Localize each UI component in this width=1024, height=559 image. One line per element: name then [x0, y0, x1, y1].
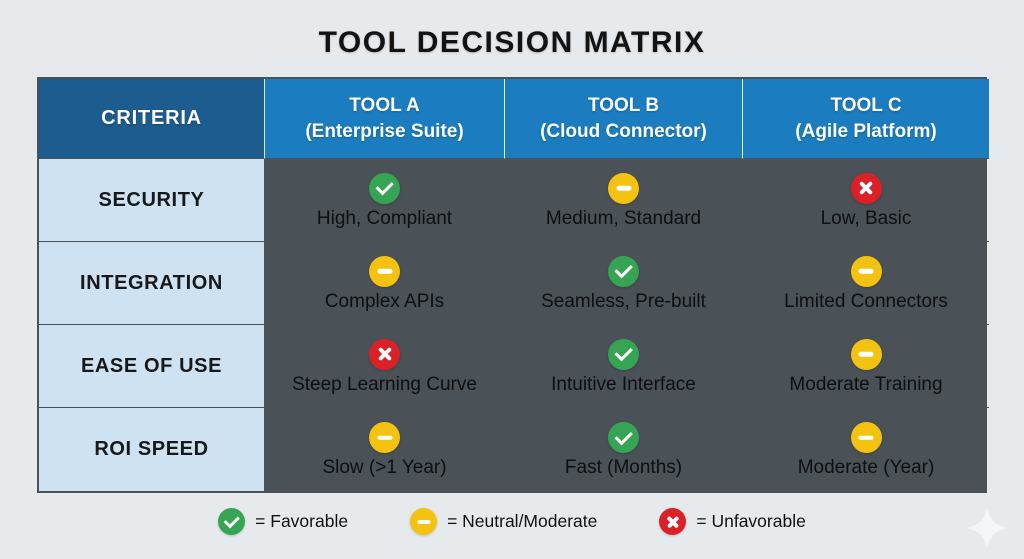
- check-circle-icon: [218, 508, 246, 535]
- criteria-label: INTEGRATION: [80, 271, 223, 294]
- legend: = Favorable = Neutral/Moderate = Unfavor…: [0, 508, 1024, 535]
- row-ease-of-use-criteria: EASE OF USE: [39, 325, 265, 408]
- minus-circle-icon: [369, 255, 400, 287]
- x-circle-icon: [369, 338, 400, 370]
- cell-security-tool-c: Low, Basic: [743, 159, 989, 242]
- check-circle-icon: [369, 172, 400, 204]
- legend-label: = Unfavorable: [696, 511, 806, 531]
- criteria-label: ROI SPEED: [94, 438, 209, 460]
- cell-ease-of-use-tool-c: Moderate Training: [743, 325, 989, 408]
- criteria-label: EASE OF USE: [80, 354, 223, 377]
- cell-integration-tool-c: Limited Connectors: [743, 242, 989, 325]
- row-integration-criteria: INTEGRATION: [39, 242, 265, 325]
- header-criteria: CRITERIA: [39, 79, 265, 159]
- header-tool-c: TOOL C (Agile Platform): [743, 79, 989, 159]
- cell-roi-speed-tool-b: Fast (Months): [505, 408, 743, 491]
- minus-circle-icon: [410, 508, 438, 535]
- row-security-criteria: SECURITY: [39, 159, 265, 242]
- check-circle-icon: [608, 422, 639, 453]
- cell-ease-of-use-tool-a: Steep Learning Curve: [265, 325, 505, 408]
- cell-label: Complex APIs: [324, 290, 445, 312]
- minus-circle-icon: [850, 255, 882, 287]
- criteria-label: SECURITY: [98, 188, 205, 211]
- x-circle-icon: [659, 508, 687, 535]
- cell-ease-of-use-tool-b: Intuitive Interface: [505, 325, 743, 408]
- cell-label: Seamless, Pre-built: [541, 290, 706, 312]
- cell-label: Medium, Standard: [545, 207, 702, 229]
- x-circle-icon: [850, 172, 882, 204]
- row-roi-speed-criteria: ROI SPEED: [39, 408, 265, 491]
- header-tool-a: TOOL A (Enterprise Suite): [265, 79, 505, 159]
- cell-label: Limited Connectors: [784, 290, 948, 312]
- page-title: TOOL DECISION MATRIX: [318, 26, 706, 59]
- cell-label: Low, Basic: [820, 207, 912, 229]
- check-circle-icon: [608, 255, 639, 287]
- check-circle-icon: [608, 338, 639, 370]
- header-tool-a-subtitle: (Enterprise Suite): [305, 120, 464, 142]
- cell-security-tool-a: High, Compliant: [265, 159, 505, 242]
- header-tool-a-name: TOOL A: [349, 94, 420, 116]
- header-tool-b-subtitle: (Cloud Connector): [540, 120, 707, 142]
- cell-integration-tool-b: Seamless, Pre-built: [505, 242, 743, 325]
- legend-label: = Neutral/Moderate: [447, 511, 598, 531]
- cell-roi-speed-tool-c: Moderate (Year): [743, 408, 989, 491]
- header-tool-b: TOOL B (Cloud Connector): [505, 79, 743, 159]
- cell-label: Intuitive Interface: [551, 373, 696, 395]
- cell-security-tool-b: Medium, Standard: [505, 159, 743, 242]
- legend-item-neutral: = Neutral/Moderate: [410, 508, 597, 535]
- sparkle-icon: [966, 507, 1008, 549]
- cell-integration-tool-a: Complex APIs: [265, 242, 505, 325]
- minus-circle-icon: [369, 422, 400, 453]
- header-tool-c-subtitle: (Agile Platform): [795, 120, 937, 142]
- cell-label: Moderate (Year): [797, 457, 935, 478]
- cell-label: Moderate Training: [789, 373, 943, 395]
- legend-label: = Favorable: [255, 511, 349, 531]
- legend-item-unfavorable: = Unfavorable: [659, 508, 806, 535]
- legend-item-favorable: = Favorable: [218, 508, 348, 535]
- minus-circle-icon: [850, 422, 882, 453]
- header-criteria-label: CRITERIA: [101, 107, 202, 129]
- cell-label: Slow (>1 Year): [322, 457, 447, 478]
- header-tool-c-name: TOOL C: [830, 94, 902, 116]
- decision-matrix-table: CRITERIA TOOL A (Enterprise Suite) TOOL …: [37, 77, 989, 493]
- minus-circle-icon: [608, 172, 639, 204]
- cell-label: Fast (Months): [564, 457, 683, 478]
- cell-label: High, Compliant: [316, 207, 453, 229]
- cell-roi-speed-tool-a: Slow (>1 Year): [265, 408, 505, 491]
- minus-circle-icon: [850, 338, 882, 370]
- cell-label: Steep Learning Curve: [292, 373, 477, 395]
- header-tool-b-name: TOOL B: [587, 94, 660, 116]
